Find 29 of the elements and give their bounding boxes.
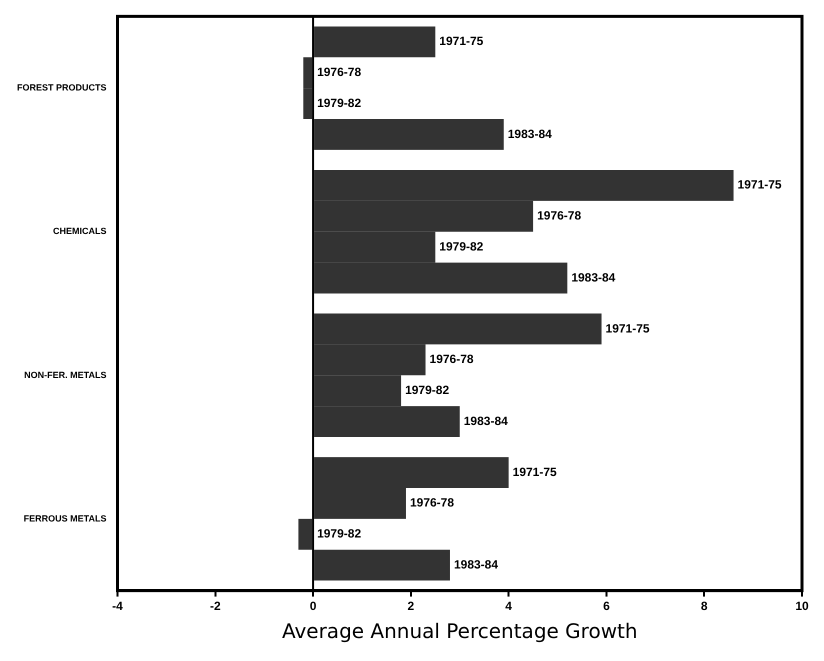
- y-tick-label: NON-FER. METALS: [24, 370, 107, 380]
- series-label: 1976-78: [537, 208, 582, 223]
- y-tick-label: CHEMICALS: [53, 226, 107, 236]
- text: 1983-84: [454, 557, 498, 572]
- text: 1979-82: [317, 526, 362, 541]
- x-tick-label: 10: [795, 599, 809, 614]
- x-tick-label: -2: [210, 599, 221, 614]
- text: 1976-78: [410, 496, 454, 510]
- text: 1983-84: [571, 270, 616, 284]
- text: 1971-75: [606, 321, 650, 336]
- series-label: 1983-84: [508, 126, 552, 141]
- series-label: 1971-75: [439, 34, 484, 48]
- x-tick-label: 0: [310, 599, 317, 614]
- text: 1983-84: [464, 414, 508, 428]
- text: 1979-82: [317, 96, 362, 110]
- x-tick-label: 4: [505, 599, 512, 614]
- x-tick-label: 8: [700, 599, 708, 614]
- series-label: 1979-82: [439, 239, 484, 254]
- text: 1971-75: [738, 178, 782, 192]
- y-tick-label: FERROUS METALS: [24, 513, 107, 524]
- text: 1976-78: [430, 352, 474, 366]
- x-tick-label: 6: [603, 599, 610, 614]
- x-tick-label: -4: [112, 599, 124, 614]
- text: 1979-82: [405, 383, 450, 398]
- y-tick-label: FOREST PRODUCTS: [16, 82, 107, 93]
- text: 1976-78: [317, 65, 362, 80]
- text: 1971-75: [512, 464, 557, 479]
- x-tick-label: 2: [408, 599, 415, 614]
- x-axis-title: Average Annual Percentage Growth: [282, 619, 638, 644]
